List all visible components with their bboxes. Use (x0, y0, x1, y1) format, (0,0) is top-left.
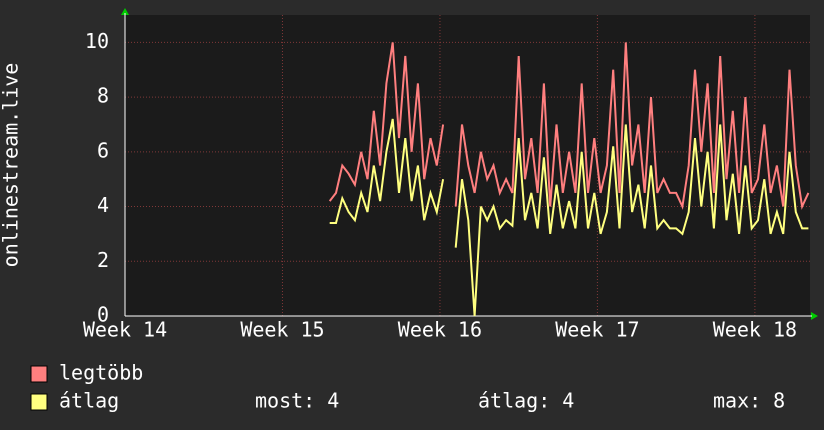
x-tick-label: Week 18 (713, 318, 797, 342)
y-tick-label: 2 (97, 248, 109, 272)
y-tick-label: 0 (97, 303, 109, 327)
series-line (329, 118, 809, 317)
x-tick-label: Week 16 (398, 318, 482, 342)
axis-arrow (121, 8, 129, 15)
x-tick-label: Week 14 (83, 318, 167, 342)
y-tick-label: 8 (97, 84, 109, 108)
x-tick-label: Week 17 (555, 318, 639, 342)
legend-swatch (30, 365, 48, 383)
stat-label: max: (713, 389, 761, 413)
x-tick-label: Week 15 (240, 318, 324, 342)
series-line (328, 42, 810, 210)
stat-value: 8 (773, 389, 785, 413)
y-tick-label: 10 (85, 29, 109, 53)
y-tick-label: 4 (97, 193, 109, 217)
legend-swatch (30, 393, 48, 411)
axis-arrow (811, 312, 818, 320)
stat-label: most: (255, 389, 315, 413)
stat-label: átlag: (478, 389, 550, 413)
stat-value: 4 (327, 389, 339, 413)
legend-label: legtöbb (59, 361, 143, 385)
y-tick-label: 6 (97, 138, 109, 162)
legend-label: átlag (59, 389, 119, 413)
y-axis-label: onlinestream.live (0, 63, 23, 268)
stat-value: 4 (562, 389, 574, 413)
